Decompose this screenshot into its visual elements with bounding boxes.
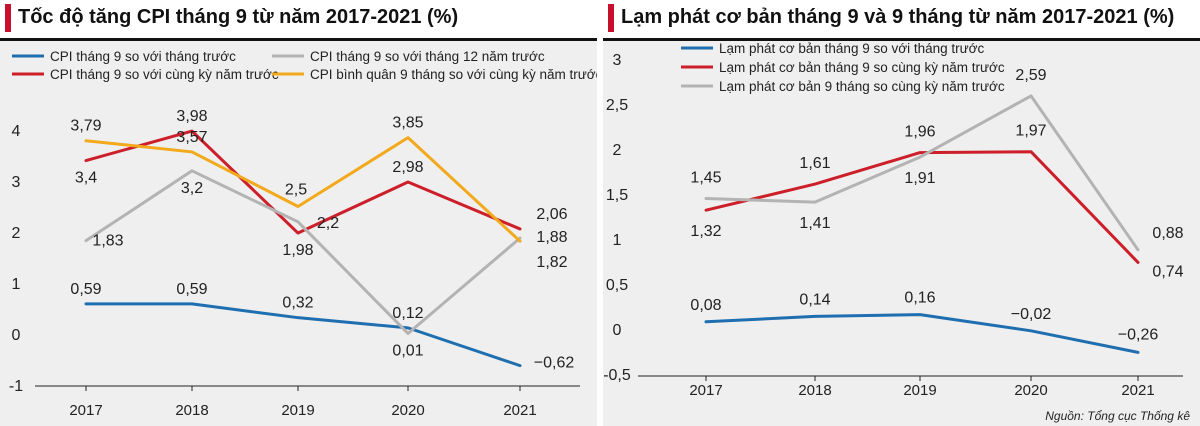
y-tick-label: 4 — [12, 123, 21, 140]
y-tick-label: 0 — [613, 322, 622, 339]
data-label: 1,96 — [904, 124, 935, 141]
data-label: 1,98 — [282, 242, 313, 259]
series-line — [704, 313, 1140, 354]
y-axis: -1 0 1 2 3 4 — [9, 123, 23, 395]
legend: CPI tháng 9 so với tháng trước CPI tháng … — [12, 49, 597, 82]
y-tick-label: 0,5 — [606, 277, 628, 294]
title-accent-mark — [608, 4, 614, 32]
data-label: 0,88 — [1152, 225, 1183, 242]
y-tick-label: 2,5 — [606, 97, 628, 114]
data-label: 0,08 — [690, 297, 721, 314]
data-label: 0,74 — [1152, 263, 1183, 280]
y-tick-label: 3 — [12, 174, 21, 191]
data-label: 0,01 — [392, 342, 423, 359]
data-label: 2,2 — [317, 215, 339, 232]
x-tick-label: 2021 — [1121, 382, 1154, 399]
x-tick-label: 2018 — [798, 382, 831, 399]
series-3: 1,45 1,41 1,91 2,59 0,88 — [690, 67, 1184, 252]
y-axis: -0,5 0 0,5 1 1,5 2 2,5 3 — [603, 52, 631, 384]
data-label: 1,91 — [904, 170, 935, 187]
chart-title-bar: Tốc độ tăng CPI tháng 9 từ năm 2017-2021… — [0, 0, 597, 41]
data-label: 1,88 — [536, 229, 567, 246]
data-label: 0,12 — [392, 305, 423, 322]
data-label: −0,62 — [534, 355, 575, 372]
data-label: 2,5 — [285, 182, 307, 199]
data-label: 3,2 — [181, 180, 203, 197]
series-1: 0,08 0,14 0,16 −0,02 −0,26 — [690, 290, 1159, 354]
data-label: 0,59 — [176, 281, 207, 298]
cpi-line-chart: -1 0 1 2 3 4 2017 2018 2019 2020 2021 CPI tháng 9 s… — [9, 49, 597, 419]
x-tick-label: 2019 — [281, 402, 314, 419]
x-tick-label: 2017 — [689, 382, 722, 399]
x-tick-label: 2021 — [503, 402, 536, 419]
legend-label: CPI tháng 9 so với cùng kỳ năm trước — [50, 67, 279, 82]
chart-title: Lạm phát cơ bản tháng 9 và 9 tháng từ nă… — [621, 6, 1175, 28]
data-label: 1,32 — [690, 223, 721, 240]
legend-label: CPI bình quân 9 tháng so với cùng kỳ năm… — [310, 67, 597, 82]
data-label: −0,02 — [1011, 306, 1052, 323]
data-label: 0,32 — [282, 295, 313, 312]
y-tick-label: 0 — [12, 327, 21, 344]
x-tick-label: 2017 — [69, 402, 102, 419]
y-tick-label: 1 — [12, 276, 21, 293]
y-tick-label: 3 — [613, 52, 622, 69]
chart-title-bar: Lạm phát cơ bản tháng 9 và 9 tháng từ nă… — [603, 0, 1200, 41]
y-tick-label: 2 — [613, 142, 622, 159]
y-tick-label: 1,5 — [606, 187, 628, 204]
data-label: 0,16 — [904, 290, 935, 307]
core-inflation-line-chart: -0,5 0 0,5 1 1,5 2 2,5 3 2017 2018 2019 2020 2021 Lạm… — [603, 41, 1184, 399]
x-tick-label: 2020 — [1014, 382, 1047, 399]
data-label: 1,97 — [1015, 123, 1046, 140]
y-tick-label: 1 — [613, 232, 622, 249]
chart-panel-core-inflation: Lạm phát cơ bản tháng 9 và 9 tháng từ nă… — [603, 0, 1200, 426]
series-line — [704, 150, 1140, 264]
data-label: 3,57 — [176, 129, 207, 146]
data-label: 2,98 — [392, 159, 423, 176]
series-1: 0,59 0,59 0,32 0,12 −0,62 — [70, 281, 574, 372]
chart-title: Tốc độ tăng CPI tháng 9 từ năm 2017-2021… — [18, 6, 459, 28]
x-tick-label: 2018 — [175, 402, 208, 419]
data-label: 0,14 — [799, 291, 830, 308]
data-label: 1,41 — [799, 215, 830, 232]
data-label: 0,59 — [70, 281, 101, 298]
data-label: 1,61 — [799, 155, 830, 172]
legend-label: Lạm phát cơ bản tháng 9 so cùng kỳ năm t… — [719, 60, 1005, 75]
x-tick-label: 2019 — [903, 382, 936, 399]
chart-panel-cpi: Tốc độ tăng CPI tháng 9 từ năm 2017-2021… — [0, 0, 597, 426]
x-tick-label: 2020 — [391, 402, 424, 419]
y-tick-label: -0,5 — [603, 367, 631, 384]
data-label: 1,82 — [536, 254, 567, 271]
legend-label: CPI tháng 9 so với tháng 12 năm trước — [310, 49, 545, 64]
x-axis: 2017 2018 2019 2020 2021 — [638, 375, 1183, 399]
data-label: 2,59 — [1015, 67, 1046, 84]
data-label: 1,83 — [92, 233, 123, 250]
legend: Lạm phát cơ bản tháng 9 so với tháng trư… — [681, 41, 1005, 94]
legend-label: Lạm phát cơ bản tháng 9 so với tháng trư… — [719, 41, 984, 56]
series-4: 3,79 3,57 2,5 3,85 1,82 — [70, 115, 567, 272]
data-label: 3,79 — [70, 118, 101, 135]
data-label: 3,4 — [75, 170, 97, 187]
x-axis: 2017 2018 2019 2020 2021 — [35, 385, 580, 419]
data-label: −0,26 — [1118, 326, 1159, 343]
series-line — [84, 302, 522, 368]
series-2: 1,32 1,61 1,96 1,97 0,74 — [690, 123, 1183, 281]
data-label: 2,06 — [536, 206, 567, 223]
y-tick-label: 2 — [12, 225, 21, 242]
title-accent-mark — [5, 4, 11, 32]
legend-label: Lạm phát cơ bản 9 tháng so cùng kỳ năm t… — [719, 79, 1005, 94]
data-label: 3,98 — [176, 108, 207, 125]
data-label: 1,45 — [690, 170, 721, 187]
series-3: 1,83 3,2 2,2 0,01 1,88 — [84, 169, 568, 359]
data-label: 3,85 — [392, 115, 423, 132]
legend-label: CPI tháng 9 so với tháng trước — [50, 49, 236, 64]
series-2: 3,4 3,98 1,98 2,98 2,06 — [75, 108, 568, 259]
source-note: Nguồn: Tổng cục Thống kê — [1045, 409, 1190, 423]
y-tick-label: -1 — [9, 378, 23, 395]
